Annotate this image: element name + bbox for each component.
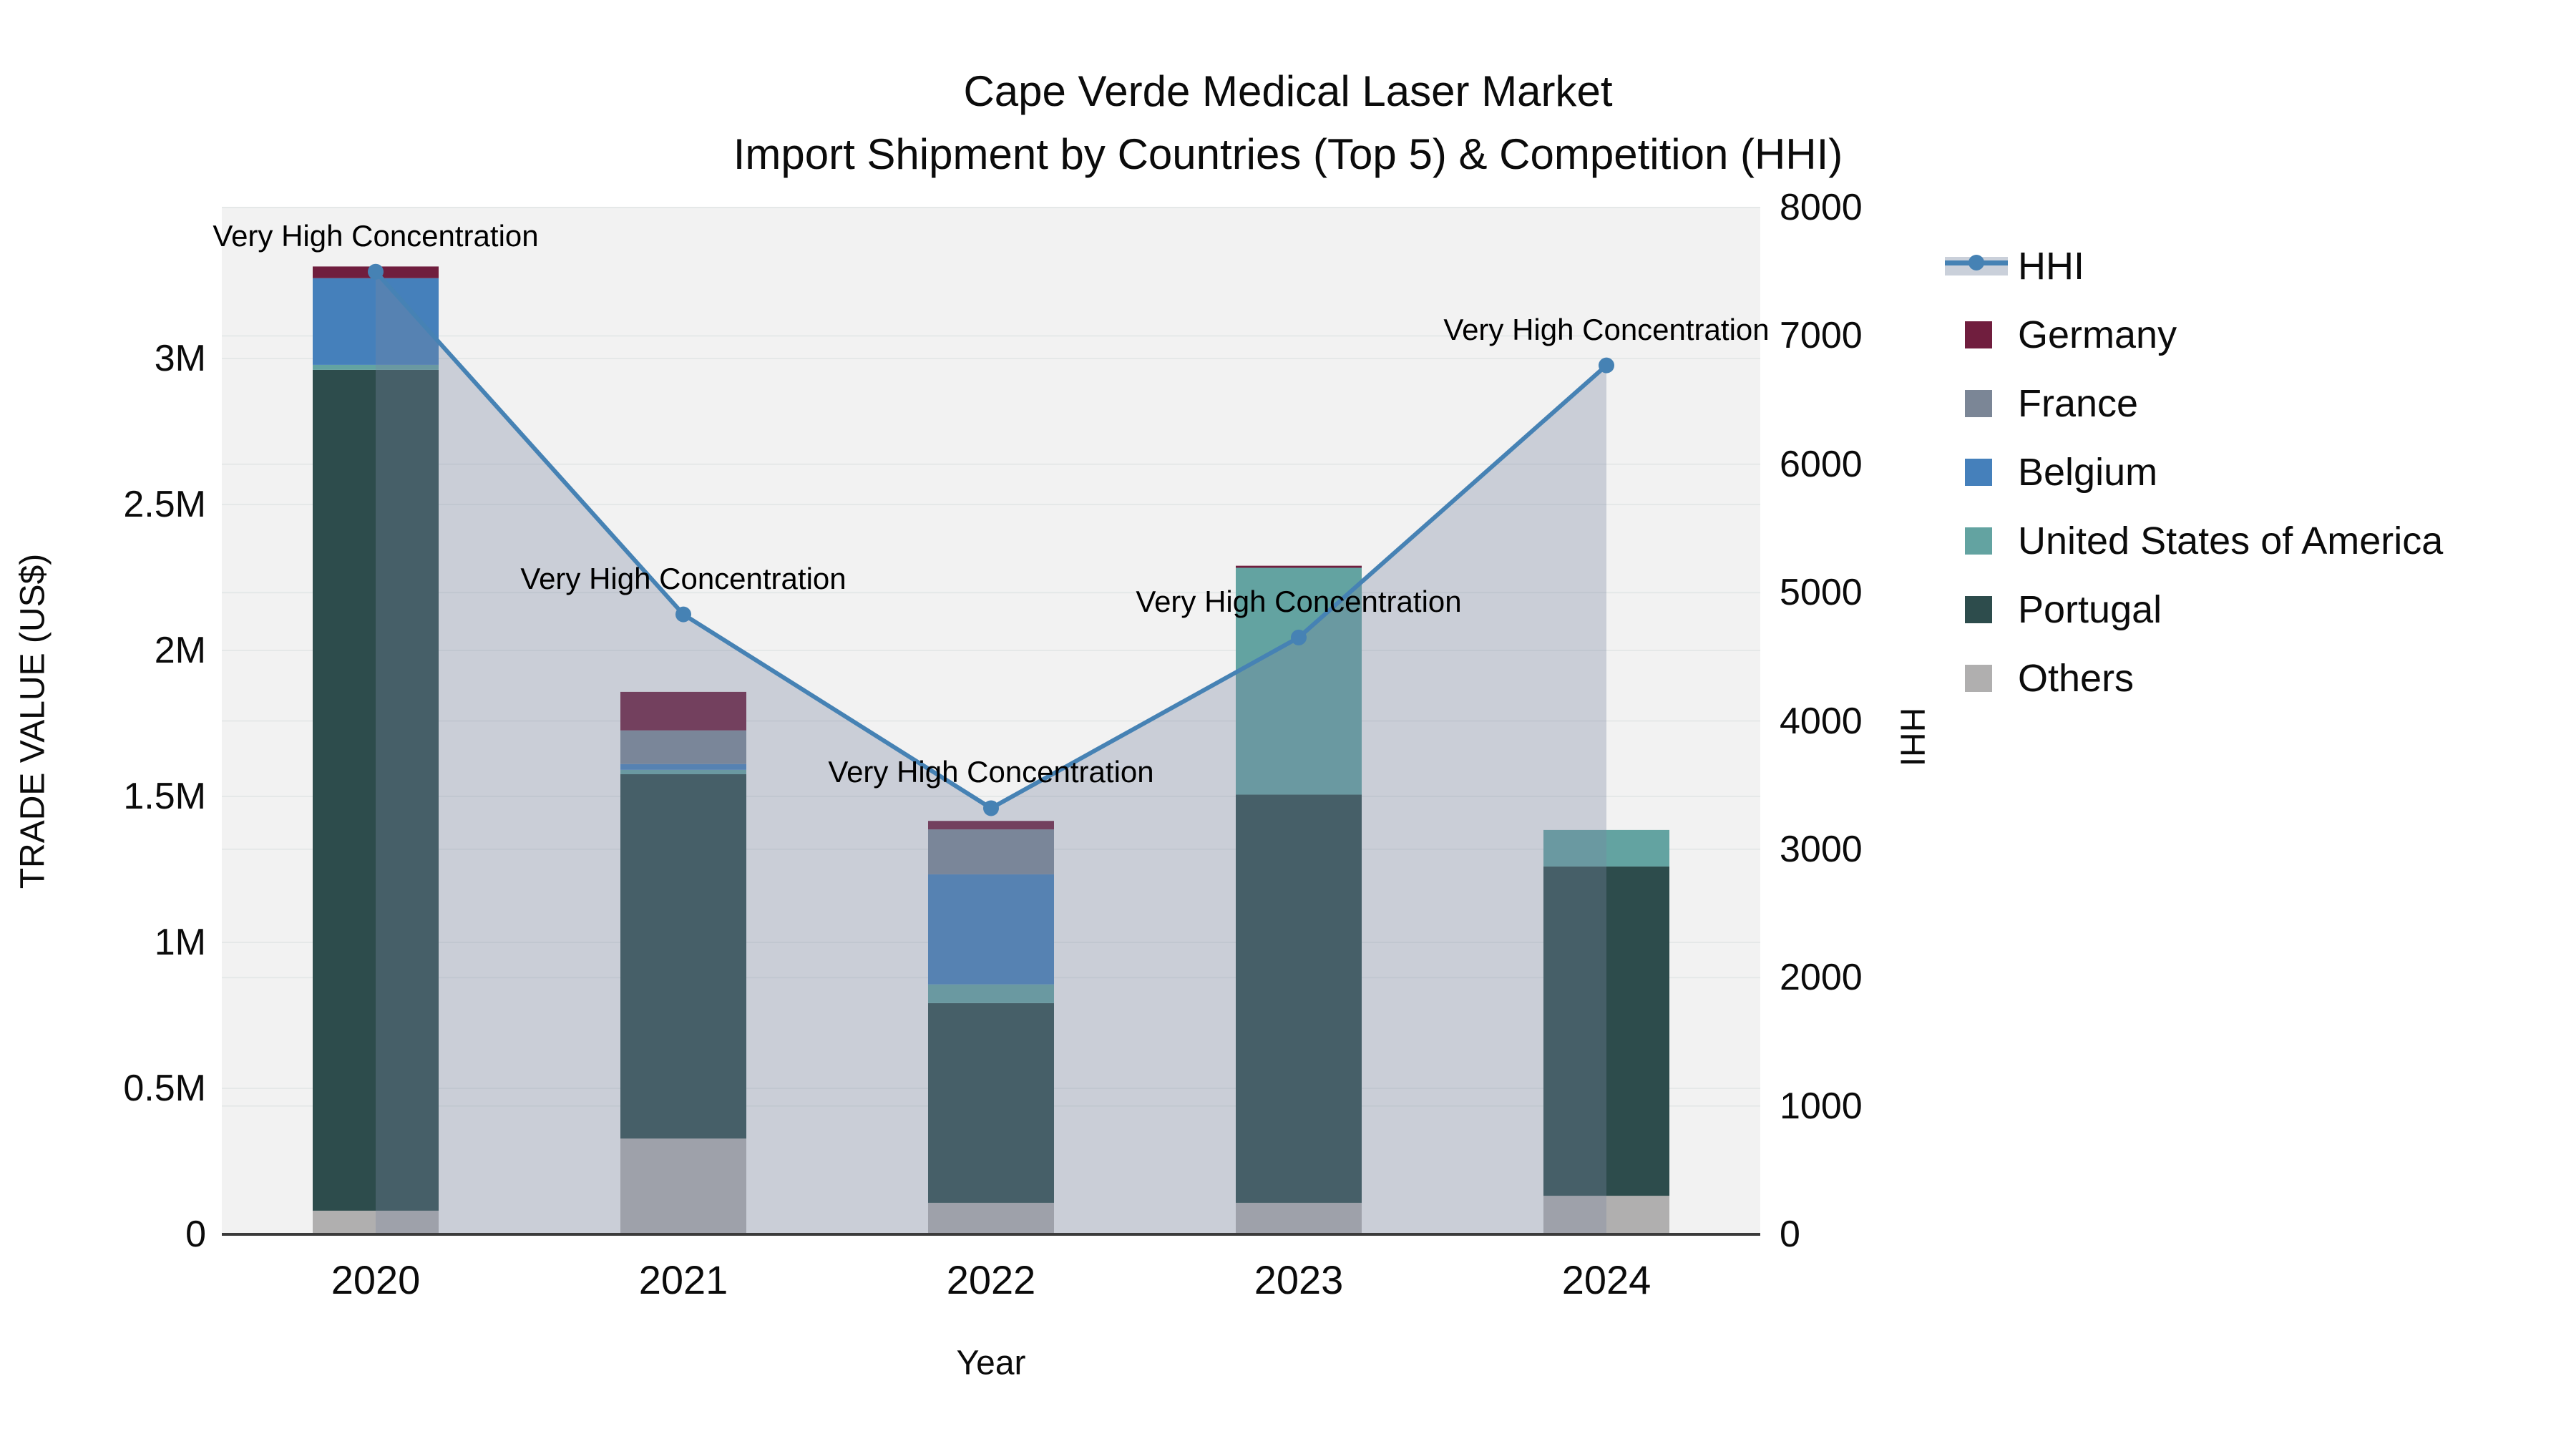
- legend-item-germany[interactable]: Germany: [1945, 301, 2443, 369]
- bar-segment-others-2022[interactable]: [928, 1202, 1054, 1234]
- bar-segment-others-2024[interactable]: [1543, 1196, 1669, 1234]
- legend-swatch-wrap: [1945, 321, 2018, 348]
- y-tick-right-4000: 4000: [1780, 700, 1863, 742]
- bar-segment-portugal-2021[interactable]: [620, 774, 746, 1139]
- legend-swatch-icon: [1965, 390, 1992, 417]
- annotation-very-high-concentration-2023: Very High Concentration: [1136, 584, 1462, 618]
- legend-swatch-icon: [1965, 321, 1992, 348]
- bar-segment-portugal-2023[interactable]: [1236, 794, 1362, 1203]
- y-tick-right-3000: 3000: [1780, 828, 1863, 870]
- legend-swatch-wrap: [1945, 665, 2018, 692]
- y-tick-left-3M: 3M: [154, 337, 206, 379]
- bar-segment-germany-2021[interactable]: [620, 691, 746, 731]
- y-tick-left-1.5M: 1.5M: [123, 775, 206, 817]
- legend-swatch-icon: [1965, 665, 1992, 692]
- legend-item-others[interactable]: Others: [1945, 644, 2443, 713]
- chart-title-line1: Cape Verde Medical Laser Market: [963, 67, 1613, 115]
- y-tick-right-2000: 2000: [1780, 957, 1863, 999]
- x-tick-2024: 2024: [1561, 1257, 1652, 1302]
- bar-segment-portugal-2020[interactable]: [313, 369, 439, 1211]
- y-tick-right-5000: 5000: [1780, 572, 1863, 614]
- x-tick-2023: 2023: [1254, 1257, 1344, 1302]
- hhi-area-fill: [376, 271, 1606, 1234]
- y-tick-right-7000: 7000: [1780, 315, 1863, 357]
- hhi-point-2023[interactable]: [1291, 629, 1307, 645]
- chart-title-line2: Import Shipment by Countries (Top 5) & C…: [733, 130, 1843, 178]
- y-axis-title-left: TRADE VALUE (US$): [14, 553, 52, 889]
- legend-label: Germany: [2018, 313, 2177, 356]
- bar-segment-germany-2023[interactable]: [1236, 565, 1362, 568]
- bar-segment-united-states-of-america-2022[interactable]: [928, 984, 1054, 1003]
- legend-label: United States of America: [2018, 519, 2444, 562]
- y-tick-right-0: 0: [1780, 1214, 1800, 1255]
- hhi-line-sample-icon: [1945, 255, 2008, 275]
- hhi-point-2024[interactable]: [1599, 357, 1614, 374]
- x-tick-2020: 2020: [331, 1257, 421, 1302]
- legend-label: Others: [2018, 657, 2135, 700]
- legend-item-portugal[interactable]: Portugal: [1945, 575, 2443, 644]
- bar-segment-belgium-2022[interactable]: [928, 874, 1054, 985]
- legend-item-belgium[interactable]: Belgium: [1945, 438, 2443, 507]
- x-axis-line: [222, 1233, 1760, 1236]
- x-axis-title: Year: [956, 1344, 1026, 1382]
- legend-label: Belgium: [2018, 451, 2158, 494]
- chart-title: Cape Verde Medical Laser Market Import S…: [0, 60, 2576, 186]
- bar-segment-germany-2022[interactable]: [928, 821, 1054, 830]
- legend-swatch-wrap: [1945, 459, 2018, 486]
- y-axis-title-right: HHI: [1893, 707, 1931, 767]
- bar-segment-others-2020[interactable]: [313, 1210, 439, 1234]
- legend-swatch-icon: [1965, 596, 1992, 623]
- y-tick-right-8000: 8000: [1780, 187, 1863, 228]
- annotation-very-high-concentration-2022: Very High Concentration: [828, 755, 1154, 789]
- x-tick-2022: 2022: [946, 1257, 1036, 1302]
- bar-segment-united-states-of-america-2020[interactable]: [313, 364, 439, 370]
- y-tick-left-2M: 2M: [154, 629, 206, 671]
- bar-segment-united-states-of-america-2024[interactable]: [1543, 829, 1669, 867]
- legend-swatch-icon: [1965, 459, 1992, 486]
- legend-swatch-wrap: [1945, 527, 2018, 555]
- y-tick-left-0.5M: 0.5M: [123, 1067, 206, 1109]
- legend-item-hhi[interactable]: HHI: [1945, 232, 2443, 301]
- y-tick-right-1000: 1000: [1780, 1085, 1863, 1127]
- hhi-point-2020[interactable]: [368, 263, 384, 280]
- bar-segment-united-states-of-america-2021[interactable]: [620, 769, 746, 774]
- legend-label: France: [2018, 382, 2139, 425]
- bar-segment-portugal-2024[interactable]: [1543, 866, 1669, 1196]
- legend-swatch-icon: [1965, 527, 1992, 555]
- bar-segment-france-2022[interactable]: [928, 829, 1054, 874]
- bar-segment-portugal-2022[interactable]: [928, 1002, 1054, 1203]
- legend-label: Portugal: [2018, 588, 2162, 631]
- legend: HHI Germany France Belgium United States of …: [1945, 232, 2443, 713]
- legend-swatch-wrap: [1945, 596, 2018, 623]
- bar-segment-others-2021[interactable]: [620, 1138, 746, 1234]
- legend-swatch-wrap: [1945, 390, 2018, 417]
- bar-segment-belgium-2021[interactable]: [620, 763, 746, 770]
- bar-segment-others-2023[interactable]: [1236, 1202, 1362, 1234]
- hhi-point-2022[interactable]: [983, 800, 999, 816]
- bar-segment-united-states-of-america-2023[interactable]: [1236, 567, 1362, 795]
- bar-segment-france-2021[interactable]: [620, 730, 746, 764]
- legend-item-france[interactable]: France: [1945, 369, 2443, 438]
- annotation-very-high-concentration-2024: Very High Concentration: [1443, 312, 1770, 346]
- y-tick-left-0: 0: [185, 1214, 206, 1255]
- x-tick-2021: 2021: [638, 1257, 728, 1302]
- hhi-marker-icon: [1968, 255, 1984, 270]
- annotation-very-high-concentration-2021: Very High Concentration: [520, 561, 847, 595]
- y-tick-left-1M: 1M: [154, 921, 206, 963]
- y-tick-left-2.5M: 2.5M: [123, 483, 206, 525]
- legend-item-united-states-of-america[interactable]: United States of America: [1945, 507, 2443, 575]
- y-tick-right-6000: 6000: [1780, 443, 1863, 485]
- annotation-very-high-concentration-2020: Very High Concentration: [213, 218, 539, 253]
- hhi-point-2021[interactable]: [675, 606, 691, 623]
- legend-label: HHI: [2018, 245, 2084, 288]
